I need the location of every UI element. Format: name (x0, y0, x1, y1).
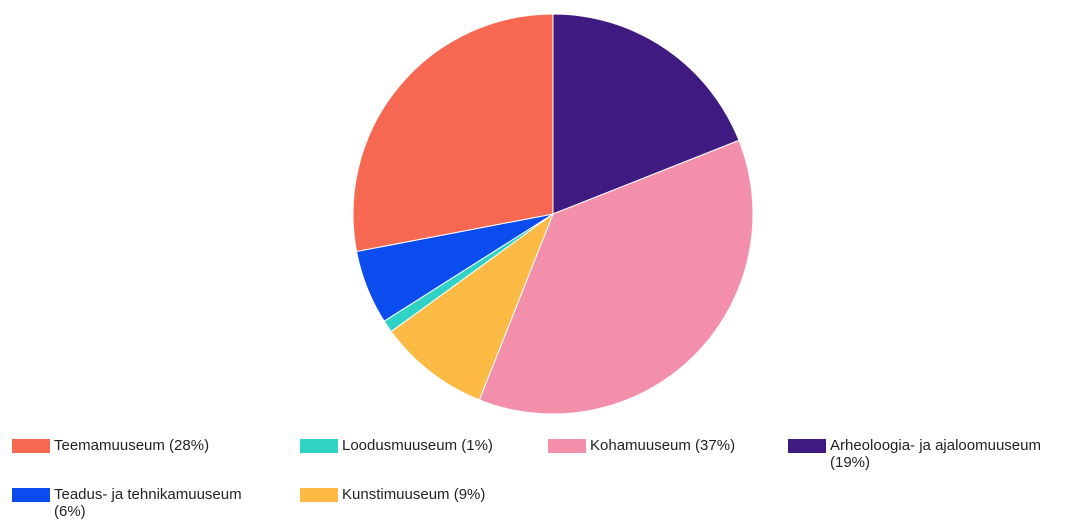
legend-label: Teemamuuseum (28%) (54, 437, 210, 454)
legend-swatch (300, 488, 338, 502)
legend-label: Loodusmuuseum (1%) (342, 437, 493, 454)
pie-slice (552, 13, 740, 215)
legend-swatch (12, 488, 50, 502)
legend-swatch (300, 439, 338, 453)
pie (352, 13, 754, 415)
legend-swatch (788, 439, 826, 453)
pie-slice (352, 13, 554, 253)
legend-item: Loodusmuuseum (1%) (300, 437, 530, 454)
legend-item: Teadus- ja tehnikamuuseum (6%) (12, 486, 252, 520)
legend-item: Kohamuuseum (37%) (548, 437, 778, 454)
legend-item: Arheoloogia- ja ajaloomuuseum (19%) (788, 437, 1078, 471)
legend-item: Kunstimuuseum (9%) (300, 486, 530, 503)
legend-label: Arheoloogia- ja ajaloomuuseum (19%) (830, 437, 1041, 471)
legend-label: Kunstimuuseum (9%) (342, 486, 486, 503)
legend-swatch (12, 439, 50, 453)
legend-label: Kohamuuseum (37%) (590, 437, 736, 454)
pie-slice (390, 212, 555, 401)
legend-item: Teemamuuseum (28%) (12, 437, 252, 454)
legend-label: Teadus- ja tehnikamuuseum (6%) (54, 486, 242, 520)
legend-swatch (548, 439, 586, 453)
pie-slice (478, 139, 754, 415)
